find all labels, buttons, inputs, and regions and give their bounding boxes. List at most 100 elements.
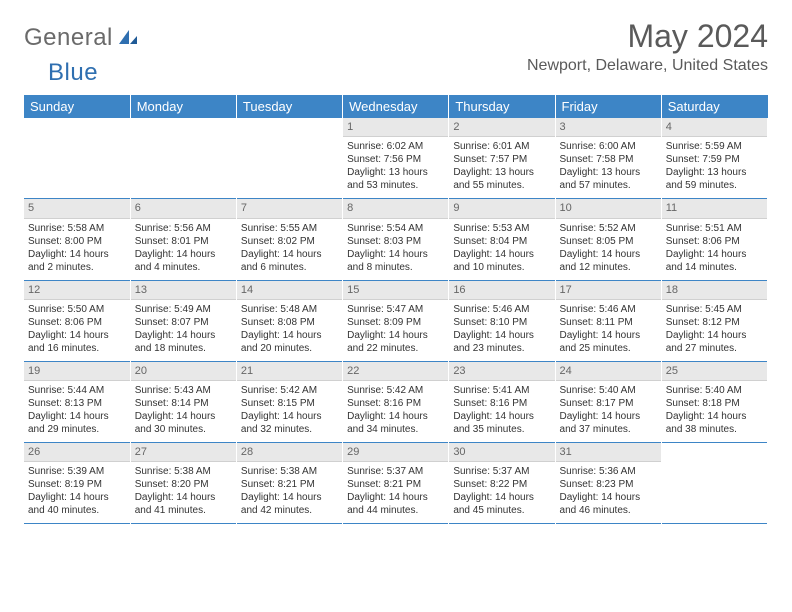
daylight-text: Daylight: 14 hours and 40 minutes. bbox=[28, 491, 126, 517]
weekday-header: Sunday bbox=[24, 95, 130, 118]
daylight-text: Daylight: 14 hours and 25 minutes. bbox=[560, 329, 657, 355]
sunset-text: Sunset: 8:06 PM bbox=[28, 316, 126, 329]
logo-text-general: General bbox=[24, 24, 113, 52]
logo-sail-icon bbox=[117, 28, 139, 51]
sunset-text: Sunset: 8:10 PM bbox=[453, 316, 550, 329]
sunrise-text: Sunrise: 5:59 AM bbox=[666, 140, 763, 153]
sunrise-text: Sunrise: 5:55 AM bbox=[241, 222, 338, 235]
calendar-day-cell: 9Sunrise: 5:53 AMSunset: 8:04 PMDaylight… bbox=[449, 199, 555, 280]
daylight-text: Daylight: 14 hours and 22 minutes. bbox=[347, 329, 444, 355]
sunrise-text: Sunrise: 5:43 AM bbox=[135, 384, 232, 397]
month-title: May 2024 bbox=[527, 18, 768, 55]
daylight-text: Daylight: 13 hours and 59 minutes. bbox=[666, 166, 763, 192]
daylight-text: Daylight: 14 hours and 32 minutes. bbox=[241, 410, 338, 436]
calendar-week-row: 26Sunrise: 5:39 AMSunset: 8:19 PMDayligh… bbox=[24, 443, 768, 524]
day-number: 3 bbox=[556, 118, 661, 137]
sunrise-text: Sunrise: 5:38 AM bbox=[135, 465, 232, 478]
sunrise-text: Sunrise: 5:40 AM bbox=[560, 384, 657, 397]
calendar-week-row: 1Sunrise: 6:02 AMSunset: 7:56 PMDaylight… bbox=[24, 118, 768, 199]
day-number: 6 bbox=[131, 199, 236, 218]
calendar-day-cell: 19Sunrise: 5:44 AMSunset: 8:13 PMDayligh… bbox=[24, 361, 130, 442]
day-number: 10 bbox=[556, 199, 661, 218]
day-number: 31 bbox=[556, 443, 661, 462]
sunset-text: Sunset: 8:03 PM bbox=[347, 235, 444, 248]
daylight-text: Daylight: 14 hours and 38 minutes. bbox=[666, 410, 763, 436]
daylight-text: Daylight: 14 hours and 27 minutes. bbox=[666, 329, 763, 355]
calendar-day-cell: 29Sunrise: 5:37 AMSunset: 8:21 PMDayligh… bbox=[343, 443, 449, 524]
day-number: 11 bbox=[662, 199, 767, 218]
day-number: 22 bbox=[343, 362, 448, 381]
sunset-text: Sunset: 8:00 PM bbox=[28, 235, 126, 248]
calendar-week-row: 5Sunrise: 5:58 AMSunset: 8:00 PMDaylight… bbox=[24, 199, 768, 280]
calendar-day-cell: 30 Sunrise: 5:37 AMSunset: 8:22 PMDayligh… bbox=[449, 443, 555, 524]
sunset-text: Sunset: 8:19 PM bbox=[28, 478, 126, 491]
daylight-text: Daylight: 14 hours and 35 minutes. bbox=[453, 410, 550, 436]
sunset-text: Sunset: 8:16 PM bbox=[347, 397, 444, 410]
day-number: 27 bbox=[131, 443, 236, 462]
sunset-text: Sunset: 8:08 PM bbox=[241, 316, 338, 329]
sunset-text: Sunset: 8:21 PM bbox=[241, 478, 338, 491]
sunrise-text: Sunrise: 5:39 AM bbox=[28, 465, 126, 478]
sunset-text: Sunset: 7:59 PM bbox=[666, 153, 763, 166]
calendar-table: Sunday Monday Tuesday Wednesday Thursday… bbox=[24, 95, 768, 524]
daylight-text: Daylight: 14 hours and 41 minutes. bbox=[135, 491, 232, 517]
sunset-text: Sunset: 8:04 PM bbox=[453, 235, 550, 248]
sunrise-text: Sunrise: 5:40 AM bbox=[666, 384, 763, 397]
calendar-day-cell: 18Sunrise: 5:45 AMSunset: 8:12 PMDayligh… bbox=[661, 280, 767, 361]
day-number: 7 bbox=[237, 199, 342, 218]
sunrise-text: Sunrise: 5:42 AM bbox=[347, 384, 444, 397]
sunset-text: Sunset: 7:56 PM bbox=[347, 153, 444, 166]
sunset-text: Sunset: 7:57 PM bbox=[453, 153, 550, 166]
daylight-text: Daylight: 14 hours and 34 minutes. bbox=[347, 410, 444, 436]
day-number: 18 bbox=[662, 281, 767, 300]
day-number: 24 bbox=[556, 362, 661, 381]
sunrise-text: Sunrise: 6:01 AM bbox=[453, 140, 550, 153]
day-number: 8 bbox=[343, 199, 448, 218]
logo-text-blue: Blue bbox=[48, 59, 98, 87]
calendar-day-cell: 13Sunrise: 5:49 AMSunset: 8:07 PMDayligh… bbox=[130, 280, 236, 361]
calendar-day-cell: 1Sunrise: 6:02 AMSunset: 7:56 PMDaylight… bbox=[343, 118, 449, 199]
day-number: 1 bbox=[343, 118, 448, 137]
sunrise-text: Sunrise: 5:45 AM bbox=[666, 303, 763, 316]
daylight-text: Daylight: 14 hours and 46 minutes. bbox=[560, 491, 657, 517]
calendar-day-cell: 28Sunrise: 5:38 AMSunset: 8:21 PMDayligh… bbox=[236, 443, 342, 524]
day-number: 5 bbox=[24, 199, 130, 218]
sunrise-text: Sunrise: 5:38 AM bbox=[241, 465, 338, 478]
calendar-day-cell: 25Sunrise: 5:40 AMSunset: 8:18 PMDayligh… bbox=[661, 361, 767, 442]
weekday-header: Thursday bbox=[449, 95, 555, 118]
sunset-text: Sunset: 8:21 PM bbox=[347, 478, 444, 491]
sunset-text: Sunset: 8:16 PM bbox=[453, 397, 550, 410]
sunrise-text: Sunrise: 5:46 AM bbox=[560, 303, 657, 316]
daylight-text: Daylight: 14 hours and 29 minutes. bbox=[28, 410, 126, 436]
sunset-text: Sunset: 8:14 PM bbox=[135, 397, 232, 410]
day-number: 16 bbox=[449, 281, 554, 300]
sunset-text: Sunset: 8:05 PM bbox=[560, 235, 657, 248]
daylight-text: Daylight: 14 hours and 10 minutes. bbox=[453, 248, 550, 274]
daylight-text: Daylight: 14 hours and 2 minutes. bbox=[28, 248, 126, 274]
calendar-week-row: 12Sunrise: 5:50 AMSunset: 8:06 PMDayligh… bbox=[24, 280, 768, 361]
sunrise-text: Sunrise: 5:54 AM bbox=[347, 222, 444, 235]
calendar-day-cell bbox=[236, 118, 342, 199]
daylight-text: Daylight: 14 hours and 4 minutes. bbox=[135, 248, 232, 274]
sunset-text: Sunset: 8:22 PM bbox=[453, 478, 550, 491]
sunrise-text: Sunrise: 5:37 AM bbox=[347, 465, 444, 478]
logo: General bbox=[24, 24, 141, 52]
day-number: 30 bbox=[449, 443, 554, 462]
calendar-day-cell: 12Sunrise: 5:50 AMSunset: 8:06 PMDayligh… bbox=[24, 280, 130, 361]
daylight-text: Daylight: 14 hours and 8 minutes. bbox=[347, 248, 444, 274]
calendar-page: General May 2024 Newport, Delaware, Unit… bbox=[0, 0, 792, 542]
daylight-text: Daylight: 14 hours and 6 minutes. bbox=[241, 248, 338, 274]
sunset-text: Sunset: 8:18 PM bbox=[666, 397, 763, 410]
calendar-day-cell: 15Sunrise: 5:47 AMSunset: 8:09 PMDayligh… bbox=[343, 280, 449, 361]
sunrise-text: Sunrise: 5:37 AM bbox=[453, 465, 550, 478]
day-number: 23 bbox=[449, 362, 554, 381]
calendar-day-cell bbox=[130, 118, 236, 199]
daylight-text: Daylight: 14 hours and 45 minutes. bbox=[453, 491, 550, 517]
calendar-day-cell: 17Sunrise: 5:46 AMSunset: 8:11 PMDayligh… bbox=[555, 280, 661, 361]
sunset-text: Sunset: 8:20 PM bbox=[135, 478, 232, 491]
weekday-header: Saturday bbox=[661, 95, 767, 118]
calendar-day-cell: 16Sunrise: 5:46 AMSunset: 8:10 PMDayligh… bbox=[449, 280, 555, 361]
sunset-text: Sunset: 8:13 PM bbox=[28, 397, 126, 410]
day-number: 29 bbox=[343, 443, 448, 462]
calendar-day-cell: 27 Sunrise: 5:38 AMSunset: 8:20 PMDayligh… bbox=[130, 443, 236, 524]
